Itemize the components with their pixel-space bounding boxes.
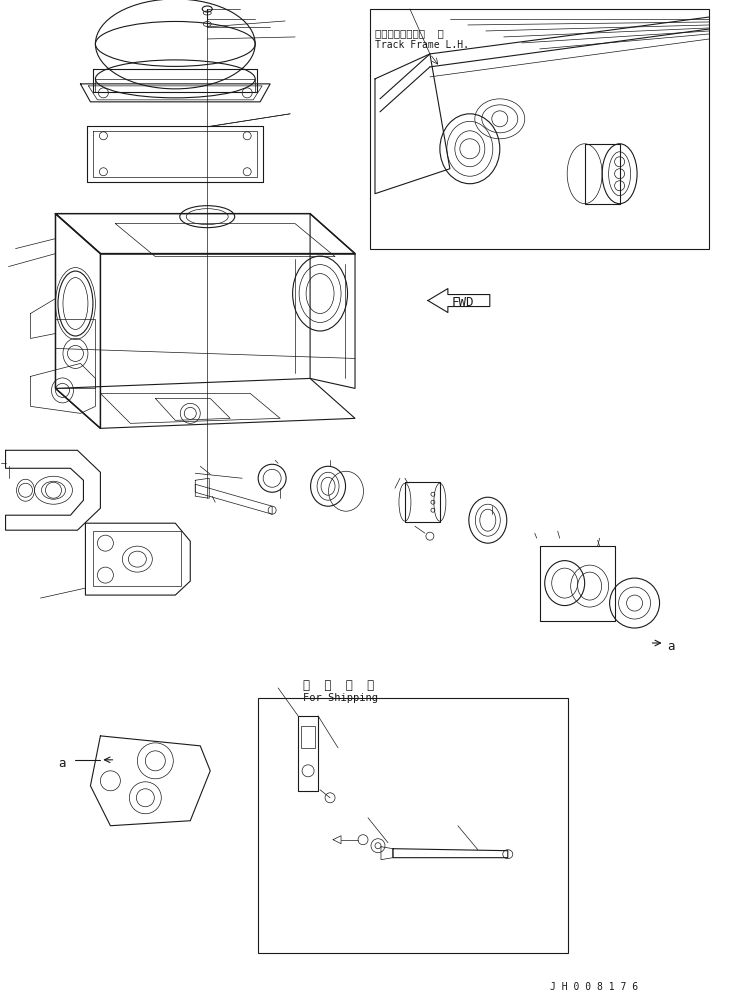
Bar: [258, 698, 568, 952]
Polygon shape: [195, 485, 272, 515]
Text: トラックフレーム  左: トラックフレーム 左: [375, 28, 444, 38]
Polygon shape: [56, 215, 100, 428]
Polygon shape: [405, 483, 440, 523]
Text: a: a: [668, 639, 675, 652]
Bar: [94, 532, 182, 586]
Bar: [370, 10, 709, 249]
Polygon shape: [56, 215, 355, 254]
Polygon shape: [91, 737, 210, 826]
Polygon shape: [86, 524, 190, 595]
Polygon shape: [298, 716, 318, 791]
Polygon shape: [428, 289, 490, 313]
Polygon shape: [381, 847, 393, 860]
Text: Track Frame L.H.: Track Frame L.H.: [375, 40, 469, 50]
Text: For Shipping: For Shipping: [303, 692, 378, 702]
Polygon shape: [333, 836, 341, 844]
Polygon shape: [6, 451, 100, 531]
Polygon shape: [393, 849, 508, 858]
Text: J H 0 0 8 1 7 6: J H 0 0 8 1 7 6: [550, 981, 638, 991]
Bar: [301, 727, 315, 748]
Text: a: a: [59, 756, 66, 769]
Text: 運  携  部  品: 運 携 部 品: [303, 678, 374, 691]
Polygon shape: [539, 547, 615, 621]
Text: FWD: FWD: [452, 295, 474, 308]
Polygon shape: [585, 145, 619, 205]
Polygon shape: [95, 80, 255, 92]
